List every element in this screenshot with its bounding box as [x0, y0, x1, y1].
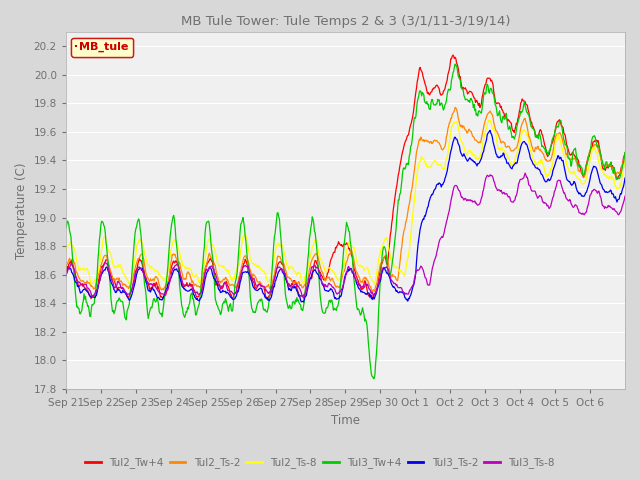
Tul3_Ts-2: [621, 175, 629, 181]
Legend: MB_tule: MB_tule: [72, 37, 133, 57]
Tul2_Tw+4: [621, 150, 629, 156]
Tul2_Ts-2: [435, 140, 443, 146]
Tul2_Ts-2: [371, 288, 378, 294]
Tul3_Ts-8: [258, 283, 266, 288]
Tul2_Tw+4: [279, 261, 287, 267]
Tul2_Ts-2: [62, 266, 70, 272]
Tul3_Ts-2: [62, 274, 70, 279]
Tul3_Ts-2: [230, 296, 238, 302]
Tul2_Ts-8: [435, 162, 443, 168]
Tul3_Ts-8: [230, 291, 238, 297]
Tul3_Ts-2: [127, 293, 135, 299]
Y-axis label: Temperature (C): Temperature (C): [15, 162, 28, 259]
Tul2_Ts-8: [129, 272, 136, 277]
Tul3_Tw+4: [404, 160, 412, 166]
Line: Tul2_Ts-2: Tul2_Ts-2: [66, 108, 625, 291]
Tul3_Tw+4: [127, 276, 135, 282]
Legend: Tul2_Tw+4, Tul2_Ts-2, Tul2_Ts-8, Tul3_Tw+4, Tul3_Ts-2, Tul3_Ts-8: Tul2_Tw+4, Tul2_Ts-2, Tul2_Ts-8, Tul3_Tw…: [81, 453, 559, 472]
Tul3_Ts-2: [486, 128, 494, 133]
Tul2_Ts-2: [404, 210, 412, 216]
Tul2_Ts-2: [279, 260, 287, 266]
Tul2_Ts-2: [230, 284, 238, 289]
Tul2_Ts-2: [621, 152, 629, 158]
Tul3_Ts-8: [522, 170, 529, 176]
Tul3_Tw+4: [62, 225, 70, 231]
Tul2_Tw+4: [62, 269, 70, 275]
Tul2_Ts-2: [258, 282, 266, 288]
Tul2_Ts-8: [280, 248, 287, 254]
Tul3_Tw+4: [435, 97, 443, 103]
X-axis label: Time: Time: [331, 414, 360, 427]
Tul2_Tw+4: [369, 297, 376, 302]
Tul2_Ts-8: [621, 158, 629, 164]
Line: Tul3_Ts-8: Tul3_Ts-8: [66, 173, 625, 298]
Tul3_Tw+4: [451, 61, 459, 67]
Tul2_Tw+4: [127, 287, 135, 293]
Tul3_Ts-8: [300, 295, 307, 301]
Tul3_Tw+4: [370, 376, 378, 382]
Tul3_Ts-8: [621, 193, 629, 199]
Tul3_Ts-2: [300, 299, 307, 305]
Tul3_Tw+4: [279, 260, 287, 265]
Tul2_Ts-8: [231, 271, 239, 277]
Tul2_Ts-2: [127, 280, 135, 286]
Tul3_Tw+4: [230, 291, 238, 297]
Tul3_Ts-2: [258, 287, 266, 292]
Tul2_Ts-8: [486, 117, 494, 123]
Tul3_Tw+4: [621, 150, 629, 156]
Tul3_Ts-8: [404, 291, 412, 297]
Tul3_Ts-8: [435, 239, 443, 245]
Line: Tul3_Tw+4: Tul3_Tw+4: [66, 64, 625, 379]
Tul3_Ts-8: [127, 288, 135, 294]
Tul2_Ts-2: [451, 105, 459, 110]
Line: Tul2_Ts-8: Tul2_Ts-8: [66, 120, 625, 284]
Tul2_Tw+4: [435, 85, 443, 91]
Tul2_Tw+4: [449, 52, 457, 58]
Tul3_Tw+4: [258, 297, 266, 303]
Tul2_Ts-8: [404, 256, 412, 262]
Tul3_Ts-8: [62, 271, 70, 277]
Line: Tul2_Tw+4: Tul2_Tw+4: [66, 55, 625, 300]
Title: MB Tule Tower: Tule Temps 2 & 3 (3/1/11-3/19/14): MB Tule Tower: Tule Temps 2 & 3 (3/1/11-…: [180, 15, 510, 28]
Tul3_Ts-8: [279, 269, 287, 275]
Line: Tul3_Ts-2: Tul3_Ts-2: [66, 131, 625, 302]
Tul2_Ts-8: [62, 248, 70, 254]
Tul2_Tw+4: [230, 291, 238, 297]
Tul2_Ts-8: [126, 281, 134, 287]
Tul3_Ts-2: [435, 180, 443, 186]
Tul3_Ts-2: [404, 298, 412, 304]
Tul2_Ts-8: [259, 268, 266, 274]
Tul3_Ts-2: [279, 270, 287, 276]
Tul2_Tw+4: [258, 283, 266, 288]
Tul2_Tw+4: [404, 132, 412, 138]
